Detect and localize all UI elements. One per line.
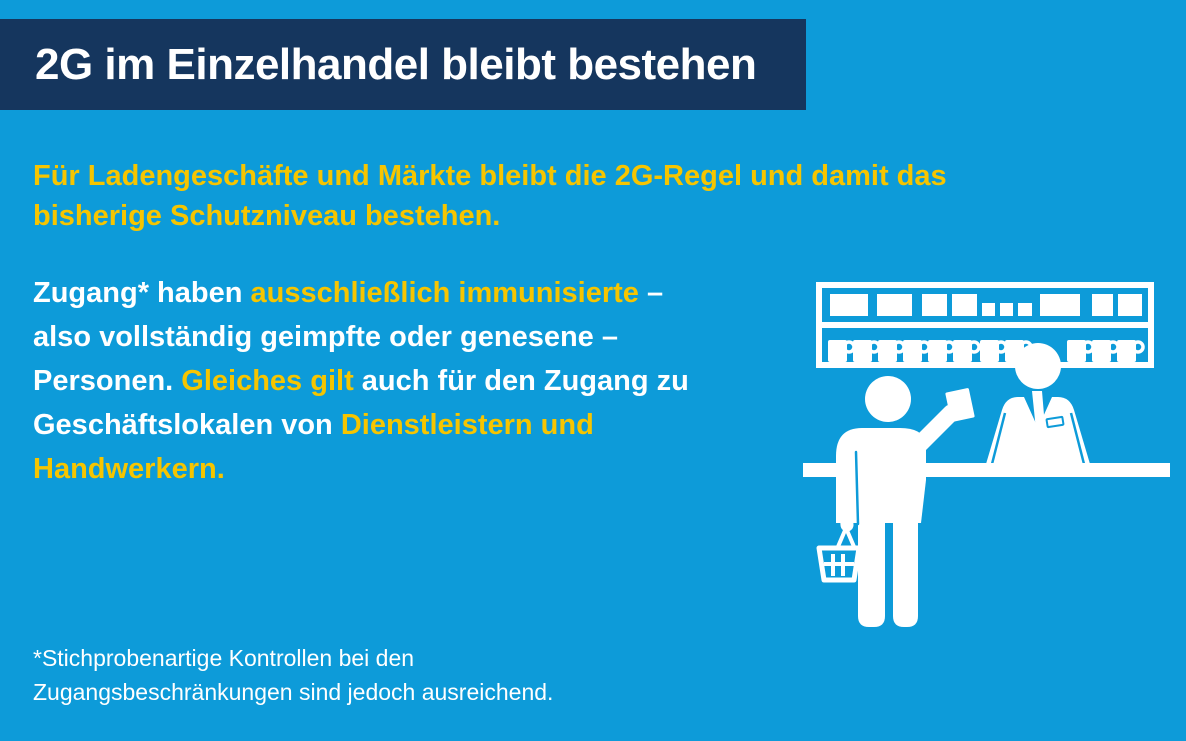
certificate-card	[945, 388, 975, 422]
header-bar: 2G im Einzelhandel bleibt bestehen	[0, 19, 806, 110]
footnote-line: Zugangsbeschränkungen sind jedoch ausrei…	[33, 679, 554, 705]
customer	[816, 376, 975, 627]
body-paragraph: Zugang* haben ausschließlich immunisiert…	[33, 271, 689, 491]
body-line: Handwerkern.	[33, 447, 689, 491]
highlight-segment: Handwerkern.	[33, 453, 225, 485]
text-segment: Personen.	[33, 365, 182, 397]
shelf	[816, 282, 1154, 368]
shopkeeper	[986, 343, 1090, 465]
footnote: *Stichprobenartige Kontrollen bei den Zu…	[33, 641, 553, 709]
text-segment: –	[638, 277, 664, 309]
shopping-basket	[816, 526, 862, 583]
lead-paragraph: Für Ladengeschäfte und Märkte bleibt die…	[33, 156, 947, 236]
text-segment: auch für den Zugang zu	[353, 365, 689, 397]
lead-line: Für Ladengeschäfte und Märkte bleibt die…	[33, 160, 947, 192]
text-segment: Geschäftslokalen von	[33, 409, 341, 441]
page-title: 2G im Einzelhandel bleibt bestehen	[35, 39, 757, 89]
highlight-segment: Dienstleistern und	[340, 409, 594, 441]
body-line: Geschäftslokalen von Dienstleistern und	[33, 403, 689, 447]
shop-counter-icon	[803, 282, 1170, 627]
footnote-line: *Stichprobenartige Kontrollen bei den	[33, 645, 415, 671]
text-segment: also vollständig geimpfte oder genesene …	[33, 321, 618, 353]
text-segment: Zugang* haben	[33, 277, 251, 309]
body-line: Personen. Gleiches gilt auch für den Zug…	[33, 359, 689, 403]
body-line: Zugang* haben ausschließlich immunisiert…	[33, 271, 689, 315]
body-line: also vollständig geimpfte oder genesene …	[33, 315, 689, 359]
lead-line: bisherige Schutzniveau bestehen.	[33, 200, 501, 232]
highlight-segment: Gleiches gilt	[181, 365, 354, 397]
highlight-segment: ausschließlich immunisierte	[250, 277, 639, 309]
